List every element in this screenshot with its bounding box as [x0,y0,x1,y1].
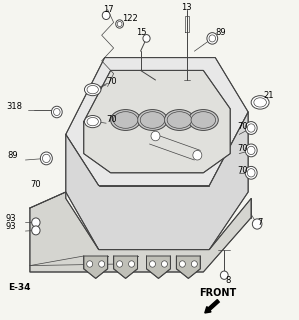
Circle shape [245,122,257,134]
Circle shape [247,169,255,177]
Circle shape [151,131,160,141]
Circle shape [40,152,52,165]
Ellipse shape [188,109,218,131]
Circle shape [42,154,50,163]
Circle shape [54,108,60,116]
Polygon shape [84,256,108,278]
Polygon shape [114,256,138,278]
Circle shape [247,124,255,132]
Text: 93: 93 [6,214,17,223]
Text: FRONT: FRONT [199,288,236,298]
Ellipse shape [251,96,269,109]
Ellipse shape [140,112,165,128]
Circle shape [252,219,262,229]
Ellipse shape [87,117,98,126]
Text: 70: 70 [238,122,248,131]
Polygon shape [66,112,248,250]
Text: 70: 70 [238,166,248,175]
Ellipse shape [111,109,141,131]
Text: 318: 318 [6,102,22,111]
Circle shape [161,261,167,267]
Circle shape [247,146,255,155]
Ellipse shape [84,116,101,128]
Polygon shape [176,256,200,278]
Circle shape [143,35,150,42]
Text: 70: 70 [106,77,117,86]
Circle shape [191,261,197,267]
Ellipse shape [113,112,138,128]
Ellipse shape [167,112,192,128]
Text: 89: 89 [215,28,226,36]
Circle shape [117,261,123,267]
Text: 8: 8 [225,276,231,285]
Text: 21: 21 [263,91,274,100]
Circle shape [207,33,218,44]
Circle shape [220,271,228,279]
Circle shape [32,226,40,235]
Circle shape [245,144,257,157]
Circle shape [116,20,123,28]
Ellipse shape [254,98,266,107]
Text: 17: 17 [103,5,114,14]
Polygon shape [30,192,251,272]
Circle shape [51,106,62,118]
Ellipse shape [191,112,216,128]
Text: 70: 70 [106,115,117,124]
Circle shape [99,261,105,267]
Circle shape [193,150,202,160]
Circle shape [117,21,122,27]
FancyArrow shape [205,300,219,313]
Circle shape [150,261,155,267]
Ellipse shape [138,109,167,131]
Ellipse shape [87,85,98,94]
Circle shape [102,11,110,20]
Circle shape [209,35,216,42]
Circle shape [179,261,185,267]
Text: 7: 7 [258,218,263,227]
Polygon shape [84,70,230,173]
Polygon shape [147,256,170,278]
Circle shape [87,261,93,267]
Text: 13: 13 [181,3,192,12]
Polygon shape [66,58,248,186]
Text: 70: 70 [238,144,248,153]
Circle shape [129,261,135,267]
Text: 89: 89 [7,151,18,160]
Text: E-34: E-34 [8,283,31,292]
Ellipse shape [84,84,101,96]
Text: 122: 122 [122,14,138,23]
Circle shape [245,166,257,179]
Ellipse shape [164,109,194,131]
Text: 70: 70 [30,180,41,189]
Text: 93: 93 [6,222,17,231]
Text: 15: 15 [136,28,147,36]
Circle shape [32,218,40,227]
